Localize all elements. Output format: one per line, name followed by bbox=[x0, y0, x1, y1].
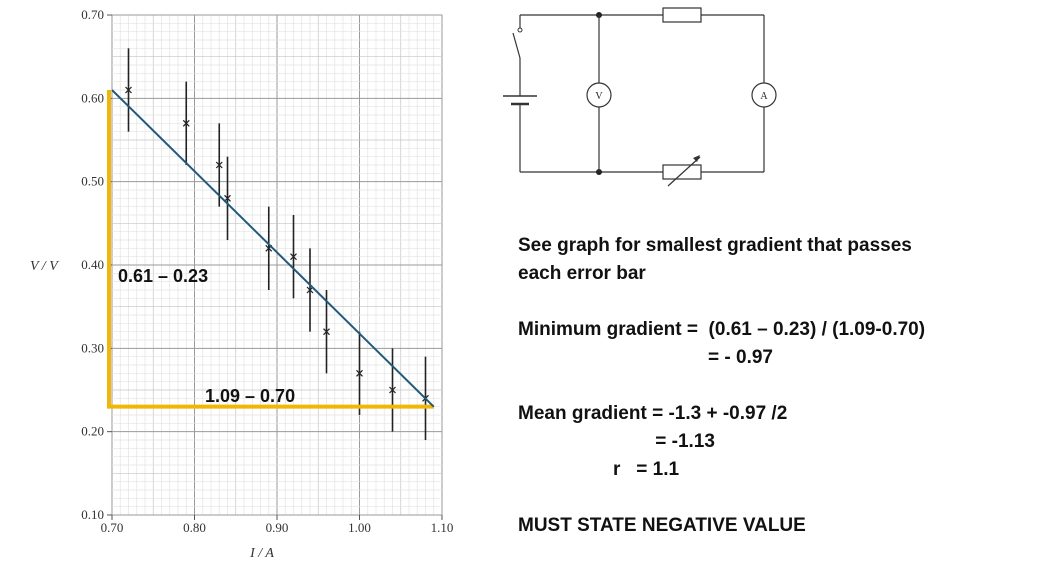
note-line-6: = -1.13 bbox=[518, 431, 715, 452]
x-tick-label: 0.70 bbox=[101, 520, 124, 535]
graph: 0.10 0.20 0.30 0.40 0.50 0.60 0.70 0.70 0.80 0.90… bbox=[30, 7, 453, 561]
variable-resistor bbox=[662, 164, 702, 180]
y-tick-label: 0.20 bbox=[81, 424, 104, 439]
gradient-triangle bbox=[107, 90, 434, 409]
y-tick-label: 0.10 bbox=[81, 507, 104, 522]
y-tick-label: 0.50 bbox=[81, 174, 104, 189]
y-tick-label: 0.60 bbox=[81, 90, 104, 105]
switch-lever bbox=[512, 32, 521, 59]
note-spacer bbox=[518, 288, 1038, 316]
data-point-cross-b bbox=[125, 86, 132, 94]
x-tick-label: 0.80 bbox=[183, 520, 206, 535]
circuit-diagram: V A bbox=[503, 7, 777, 187]
note-line-8: MUST STATE NEGATIVE VALUE bbox=[518, 515, 806, 536]
variable-resistor-arrowhead bbox=[693, 155, 700, 162]
data-point-cross-b bbox=[356, 369, 363, 377]
x-axis-label: I / A bbox=[249, 546, 274, 561]
note-line-5: Mean gradient = -1.3 + -0.97 /2 bbox=[518, 403, 788, 424]
data-point-cross-b bbox=[215, 161, 223, 169]
x-tick-label: 1.00 bbox=[348, 520, 371, 535]
note-line-4: = - 0.97 bbox=[518, 347, 773, 368]
note-line-7: r = 1.1 bbox=[518, 459, 680, 480]
grid bbox=[111, 14, 443, 516]
note-spacer bbox=[518, 372, 1038, 400]
horizontal-difference-label: 1.09 – 0.70 bbox=[205, 386, 295, 406]
note-line-1: See graph for smallest gradient that pas… bbox=[518, 235, 912, 256]
fit-line bbox=[111, 89, 435, 408]
x-tick-label: 1.10 bbox=[431, 520, 454, 535]
data-point-cross-b bbox=[323, 328, 330, 336]
data-point-cross-b bbox=[182, 119, 190, 127]
fixed-resistor bbox=[662, 7, 702, 23]
note-spacer bbox=[518, 484, 1038, 512]
switch-contact bbox=[517, 27, 523, 33]
variable-resistor-arrow bbox=[667, 156, 701, 187]
data-point-cross-b bbox=[290, 253, 297, 261]
y-tick-label: 0.30 bbox=[81, 340, 104, 355]
error-bars bbox=[125, 48, 429, 440]
y-axis-label: V / V bbox=[30, 259, 59, 274]
y-tick-label: 0.70 bbox=[81, 7, 104, 22]
note-line-2: each error bar bbox=[518, 263, 646, 284]
axis-ticks: 0.10 0.20 0.30 0.40 0.50 0.60 0.70 0.70 0.80 0.90… bbox=[81, 7, 453, 535]
x-tick-label: 0.90 bbox=[266, 520, 289, 535]
vertical-difference-label: 0.61 – 0.23 bbox=[118, 266, 208, 286]
ammeter-label: A bbox=[760, 91, 768, 102]
y-tick-label: 0.40 bbox=[81, 257, 104, 272]
note-line-3: Minimum gradient = (0.61 – 0.23) / (1.09… bbox=[518, 319, 926, 340]
voltmeter-label: V bbox=[595, 91, 603, 102]
data-point-cross-b bbox=[389, 386, 396, 394]
working-notes: See graph for smallest gradient that pas… bbox=[518, 232, 1038, 540]
